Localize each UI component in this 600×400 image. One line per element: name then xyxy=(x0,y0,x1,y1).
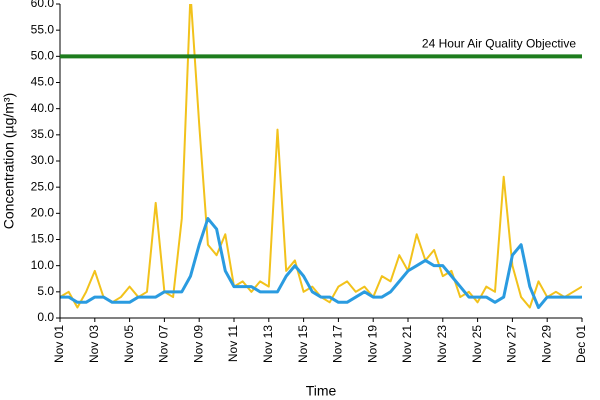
x-tick-label: Nov 09 xyxy=(191,325,205,363)
x-tick-label: Nov 21 xyxy=(400,325,414,363)
plot-area xyxy=(60,4,582,310)
x-tick-label: Dec 01 xyxy=(574,325,588,363)
objective-label: 24 Hour Air Quality Objective xyxy=(422,37,576,51)
y-tick-label: 15.0 xyxy=(31,232,55,246)
y-tick-label: 45.0 xyxy=(31,75,55,89)
x-tick-label: Nov 27 xyxy=(505,325,519,363)
x-tick-label: Nov 25 xyxy=(470,325,484,363)
y-tick-label: 30.0 xyxy=(31,153,55,167)
x-tick-label: Nov 11 xyxy=(226,325,240,362)
x-tick-label: Nov 29 xyxy=(539,325,553,363)
x-tick-label: Nov 05 xyxy=(122,325,136,363)
x-tick-label: Nov 15 xyxy=(296,325,310,363)
y-axis-label: Concentration (µg/m³) xyxy=(1,93,17,229)
x-tick-label: Nov 19 xyxy=(365,325,379,363)
x-tick-label: Nov 13 xyxy=(261,325,275,363)
y-tick-label: 60.0 xyxy=(31,0,55,10)
y-tick-label: 50.0 xyxy=(31,49,55,63)
x-tick-label: Nov 17 xyxy=(331,325,345,363)
y-tick-label: 20.0 xyxy=(31,206,55,220)
y-tick-label: 5.0 xyxy=(37,284,54,298)
x-tick-label: Nov 23 xyxy=(435,325,449,363)
y-tick-label: 0.0 xyxy=(37,310,54,324)
x-axis-label: Time xyxy=(306,383,337,399)
y-tick-label: 40.0 xyxy=(31,101,55,115)
y-tick-label: 10.0 xyxy=(31,258,55,272)
x-tick-label: Nov 03 xyxy=(87,325,101,363)
x-tick-label: Nov 07 xyxy=(157,325,171,363)
data-line xyxy=(60,217,582,310)
y-tick-label: 55.0 xyxy=(31,22,55,36)
y-tick-label: 35.0 xyxy=(31,127,55,141)
x-tick-label: Nov 01 xyxy=(52,325,66,363)
y-tick-label: 25.0 xyxy=(31,179,55,193)
